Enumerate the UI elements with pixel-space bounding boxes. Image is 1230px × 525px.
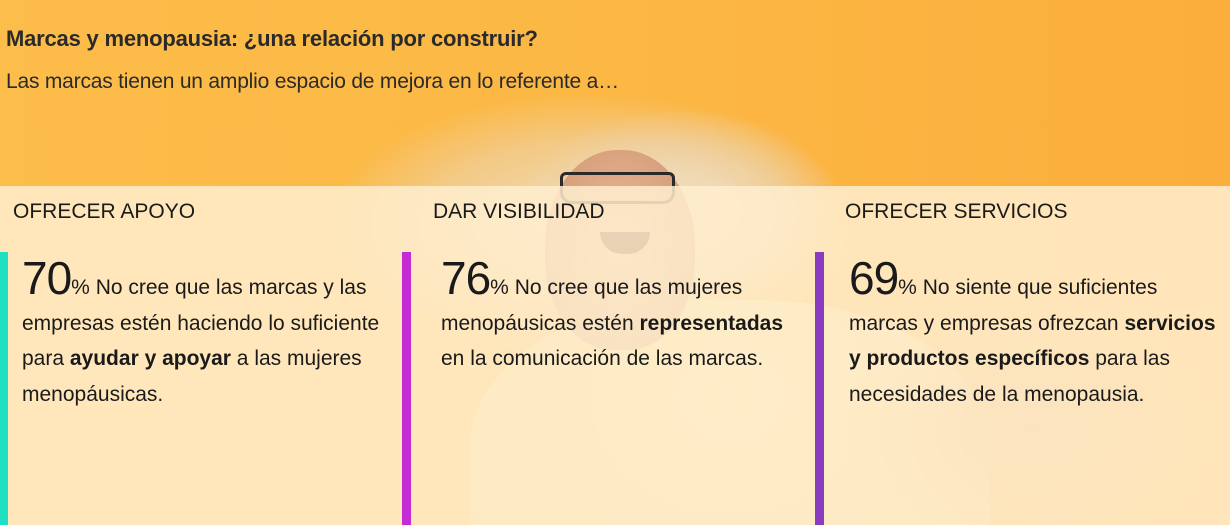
column-heading: OFRECER APOYO: [13, 200, 196, 223]
column-heading: OFRECER SERVICIOS: [845, 200, 1068, 223]
stat-emphasis: ayudar y apoyar: [69, 347, 231, 370]
column-ofrecer-apoyo: OFRECER APOYO 70% No cree que las marcas…: [0, 186, 400, 525]
page-title: Marcas y menopausia: ¿una relación por c…: [6, 26, 538, 51]
stat-text: 70% No cree que las marcas y las empresa…: [22, 255, 392, 412]
content-overlay: [0, 186, 1230, 525]
accent-bar: [0, 252, 8, 525]
stat-emphasis: representadas: [639, 311, 784, 335]
stat-percent: %: [71, 276, 90, 299]
accent-bar: [402, 252, 411, 525]
stat-text: 76% No cree que las mujeres menopáusicas…: [441, 255, 801, 377]
stat-description: No cree que las marcas y las empresas es…: [22, 276, 380, 370]
column-dar-visibilidad: DAR VISIBILIDAD 76% No cree que las muje…: [402, 186, 812, 525]
stat-description: No siente que suficientes marcas y empre…: [849, 276, 1158, 335]
page-subtitle: Las marcas tienen un amplio espacio de m…: [6, 70, 619, 93]
stat-description-end: a las mujeres menopáusicas.: [22, 347, 362, 406]
stat-percent: %: [898, 276, 917, 299]
stat-number: 76: [441, 252, 491, 304]
header: Marcas y menopausia: ¿una relación por c…: [6, 26, 619, 94]
stat-text: 69% No siente que suficientes marcas y e…: [849, 255, 1229, 412]
column-heading: DAR VISIBILIDAD: [433, 200, 605, 223]
stat-number: 69: [849, 252, 899, 304]
stat-description-end: en la comunicación de las marcas.: [441, 347, 764, 370]
stat-description-end: para las necesidades de la menopausia.: [849, 347, 1170, 406]
column-ofrecer-servicios: OFRECER SERVICIOS 69% No siente que sufi…: [815, 186, 1230, 525]
stat-number: 70: [22, 252, 72, 304]
stat-description: No cree que las mujeres menopáusicas est…: [441, 276, 743, 335]
accent-bar: [815, 252, 824, 525]
stat-emphasis: servicios y productos específicos: [849, 311, 1216, 371]
stat-percent: %: [490, 276, 509, 299]
